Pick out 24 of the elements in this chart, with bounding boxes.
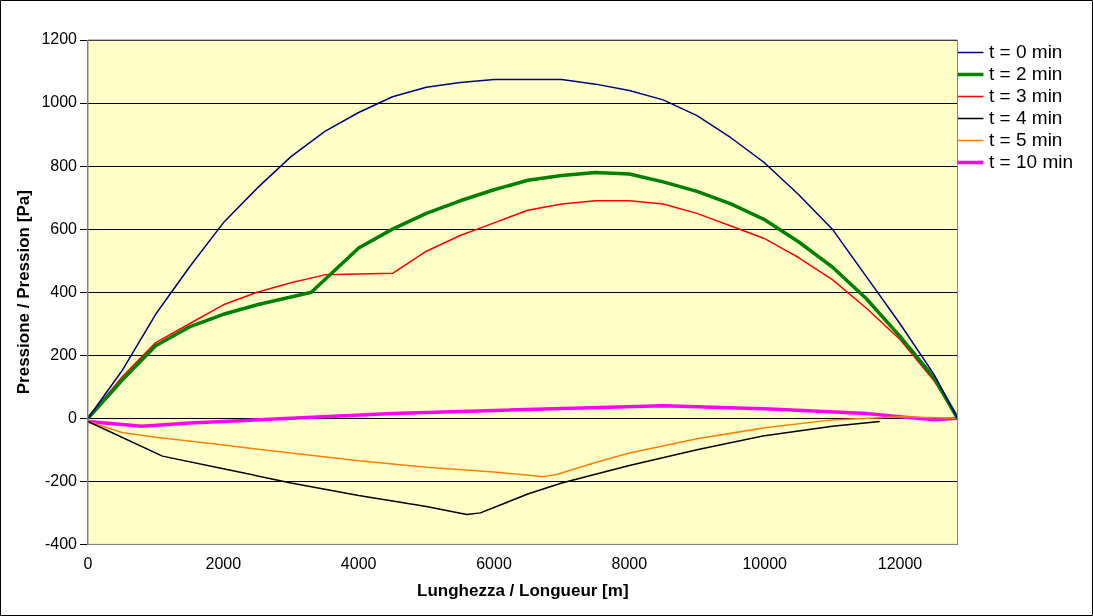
legend-label: t = 2 min	[989, 62, 1063, 84]
y-tick-label: 400	[50, 282, 78, 300]
x-tick-label: 12000	[877, 555, 923, 573]
y-tick-label: 200	[50, 345, 78, 363]
y-tick-label: 1000	[41, 93, 78, 111]
y-tick-label: 1200	[41, 30, 78, 48]
y-tick-label: 0	[68, 408, 78, 426]
y-tick-label: -400	[44, 534, 78, 552]
legend-label: t = 3 min	[989, 84, 1063, 106]
x-tick-label: 10000	[742, 555, 788, 573]
legend-label: t = 0 min	[989, 40, 1063, 62]
x-tick-label: 6000	[476, 555, 512, 573]
x-tick-label: 0	[83, 555, 93, 573]
legend-label: t = 4 min	[989, 106, 1063, 128]
x-tick-label: 2000	[205, 555, 242, 573]
y-tick-label: 600	[50, 219, 78, 237]
y-tick-label: 800	[50, 156, 78, 174]
x-tick-label: 8000	[611, 555, 648, 573]
x-tick-label: 4000	[340, 555, 377, 573]
legend-label: t = 10 min	[989, 150, 1074, 172]
legend-label: t = 5 min	[989, 128, 1063, 150]
y-tick-label: -200	[44, 471, 78, 489]
y-axis-title: Pressione / Pression [Pa]	[13, 190, 33, 395]
x-axis-title: Lunghezza / Longueur [m]	[416, 581, 629, 601]
